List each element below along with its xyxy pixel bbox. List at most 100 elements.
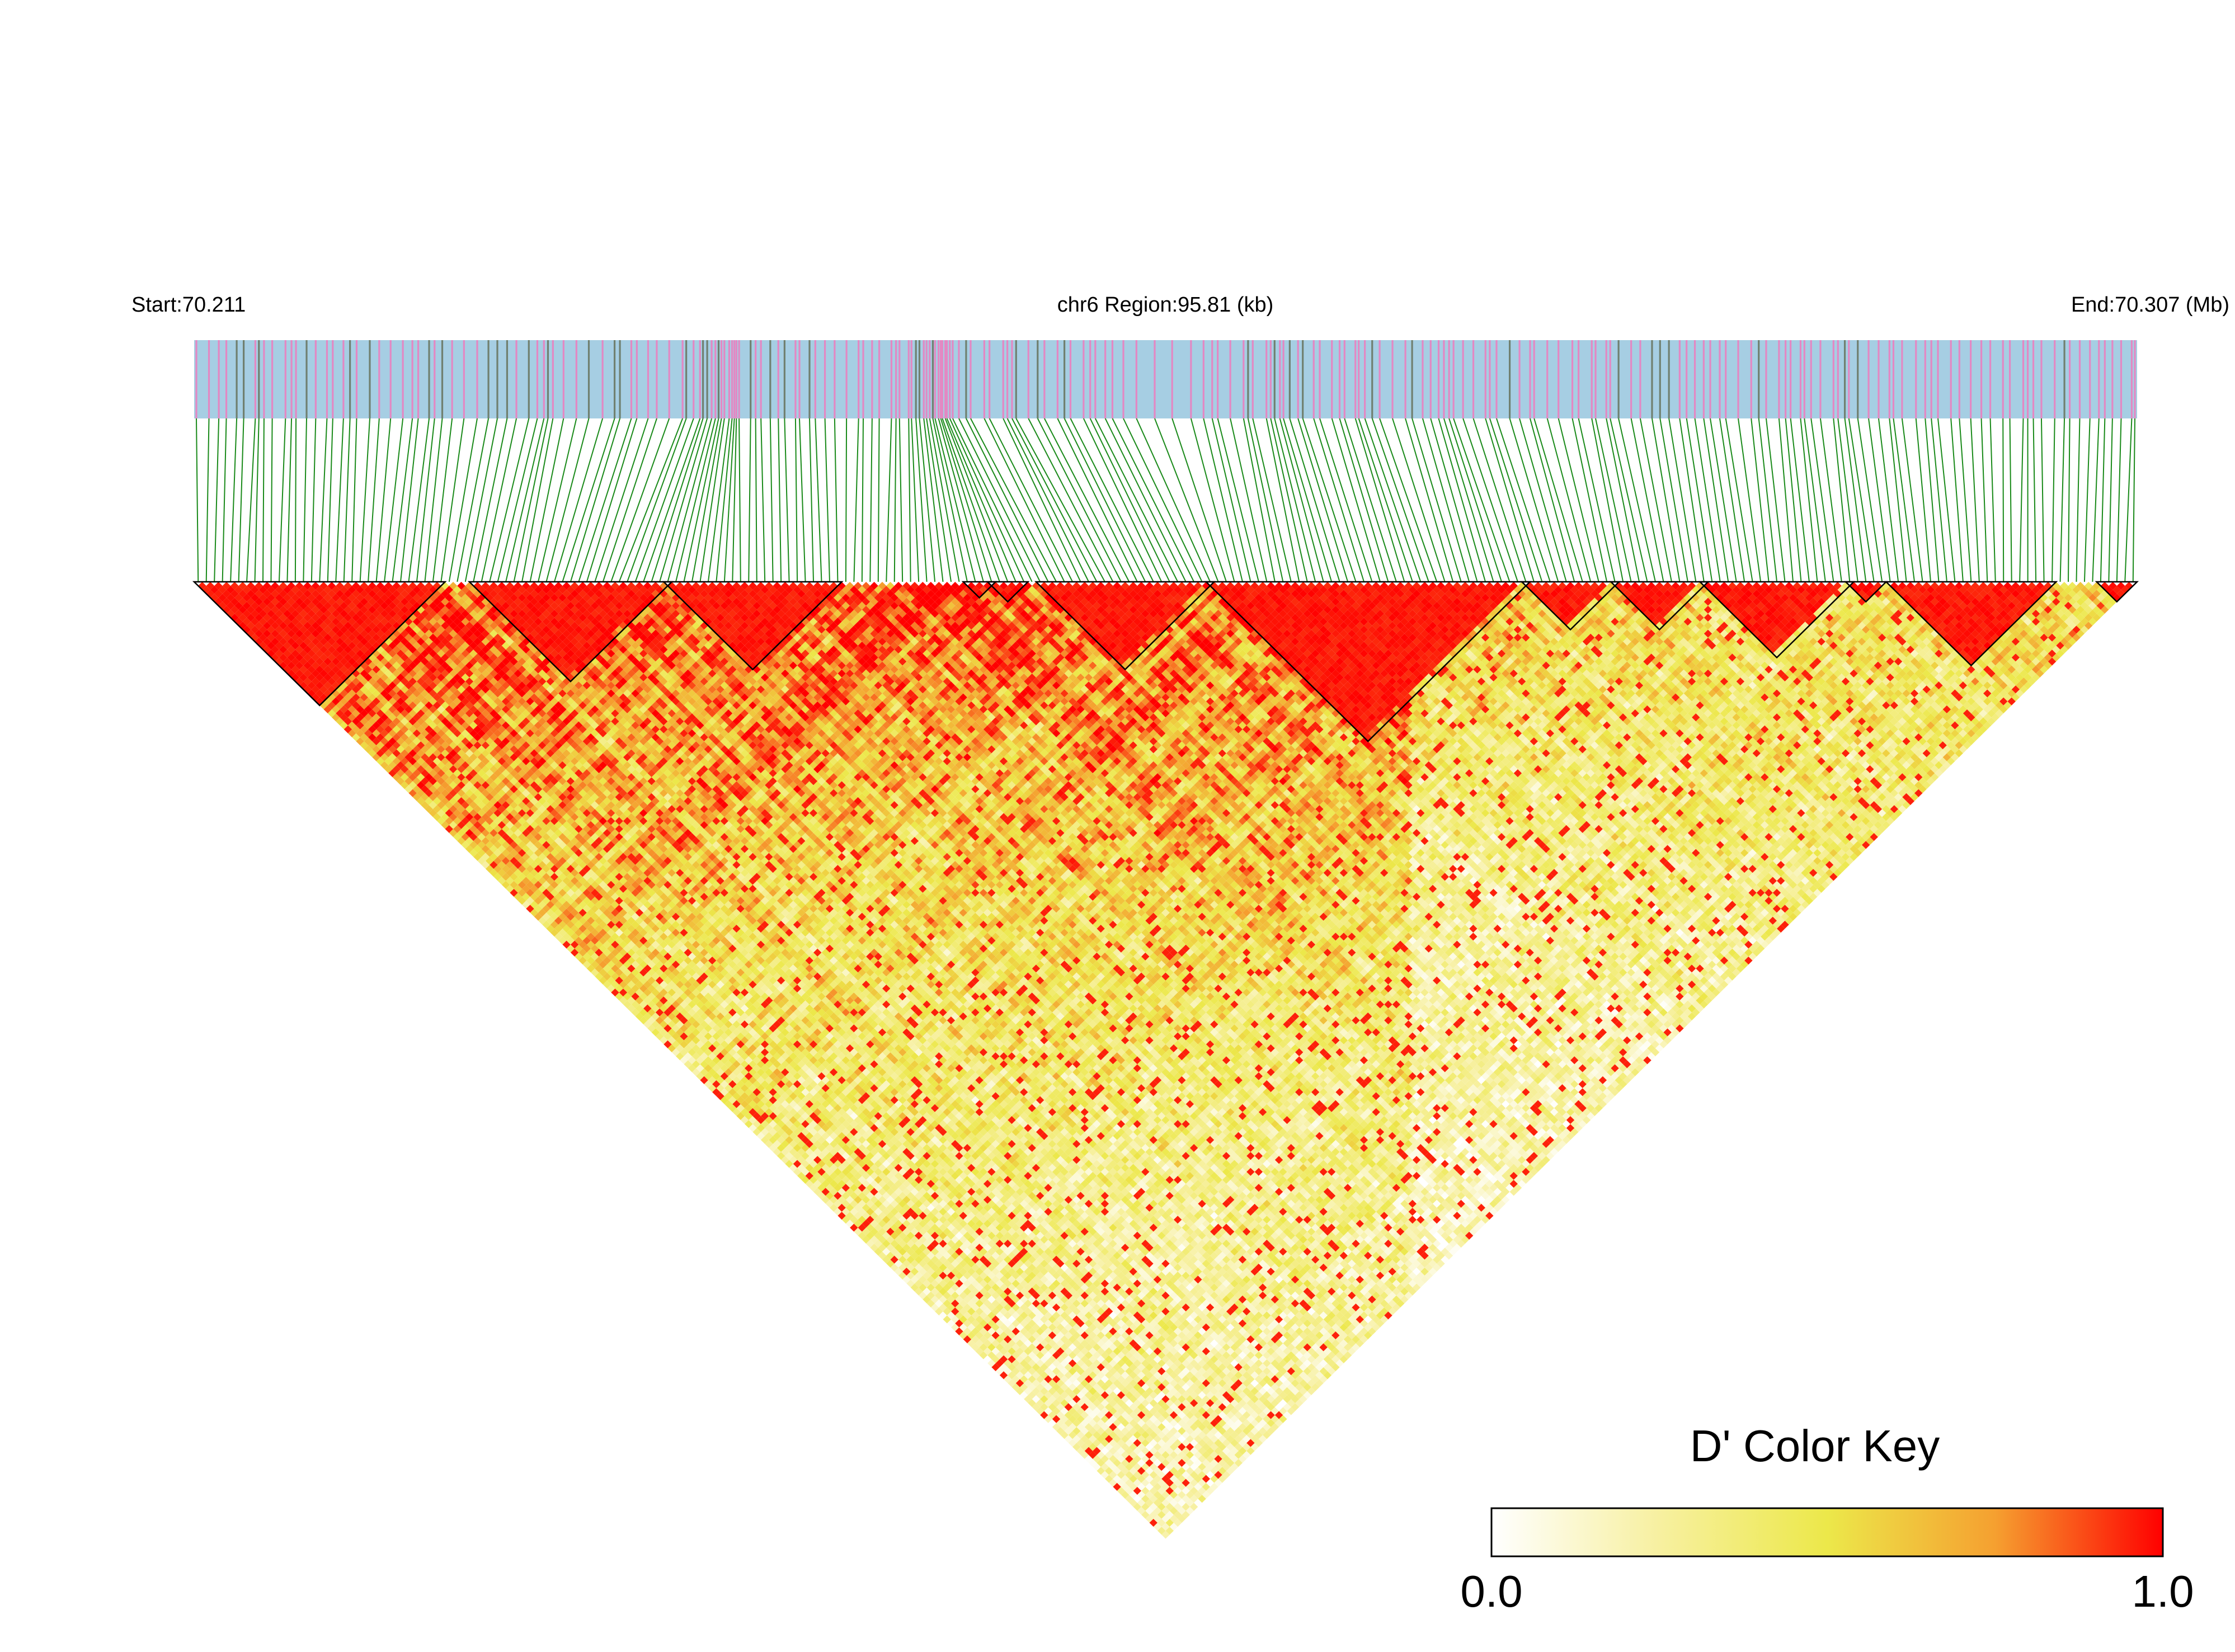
ld-cell [429,801,437,809]
snp-mark [2111,340,2114,418]
ld-cell [234,594,243,602]
snp-connector [1070,418,1154,582]
ld-cell [356,721,364,729]
snp-mark [402,340,404,418]
snp-connector [214,418,220,582]
snp-connector [1893,418,1916,582]
ld-cell [255,614,264,622]
snp-mark [630,340,633,418]
ld-cell [995,1351,1004,1359]
ld-cell [647,1000,656,1009]
snp-connector [497,418,538,582]
snp-mark [706,340,708,418]
ld-cell [538,909,547,917]
snp-connector [755,418,757,582]
ld-cell [854,1212,862,1220]
snp-connector [853,418,859,582]
ld-cell [1072,1443,1081,1451]
ld-cell [785,1160,793,1168]
ld-cell [344,725,352,733]
ld-cell [664,1032,672,1041]
ld-cell [530,909,539,917]
snp-mark [1930,340,1932,418]
ld-cell [517,873,526,881]
snp-connector [384,418,404,582]
snp-connector [343,418,351,582]
snp-connector [505,418,545,582]
ld-cell [1133,1495,1142,1503]
ld-cell [995,1359,1004,1367]
snp-connector [1243,418,1276,582]
ld-cell [655,1024,664,1033]
snp-mark [1364,340,1366,418]
ld-cell [906,1263,915,1272]
snp-mark [1251,340,1254,418]
ld-cell [352,733,360,742]
snp-connector [923,418,944,582]
ld-cell [562,916,571,925]
snp-connector [310,418,317,582]
snp-mark [528,340,530,418]
ld-cell [1028,1383,1036,1391]
ld-cell [319,685,328,694]
ld-cell [821,1196,830,1204]
snp-mark [2078,340,2081,418]
snp-mark [728,340,730,418]
ld-cell [449,805,458,813]
snp-connector [1405,418,1454,582]
snp-mark [923,340,925,418]
ld-cell [882,1248,891,1256]
snp-connector [1837,418,1858,582]
ld-cell [935,1283,943,1292]
snp-mark [989,340,991,418]
snp-mark [1558,340,1560,418]
ld-cell [995,1367,1004,1376]
ld-cell [578,948,587,957]
ld-cell [676,1036,684,1044]
snp-connector [869,418,873,582]
snp-connector [473,418,508,582]
snp-mark [1472,340,1475,418]
snp-connector [716,418,733,582]
ld-cell [432,789,441,797]
ld-cell [785,1136,793,1144]
ld-cell [1036,1407,1044,1415]
snp-connector [675,418,716,582]
ld-cell [1133,1486,1142,1495]
ld-cell [1125,1486,1133,1495]
ld-cell [546,909,554,917]
snp-mark [2089,340,2091,418]
ld-cell [943,1291,952,1300]
ld-cell [457,813,465,821]
ld-cell [575,944,583,953]
snp-connector [2124,418,2133,582]
snp-mark [717,340,720,418]
ld-cell [445,817,454,825]
ld-cell [647,1008,656,1016]
snp-mark [2130,340,2133,418]
snp-connector [416,418,435,582]
ld-cell [303,677,312,686]
snp-mark [1217,340,1219,418]
ld-cell [866,1239,874,1248]
snp-mark [1848,340,1850,418]
ld-cell [813,1164,822,1172]
snp-mark [918,340,921,418]
snp-mark [2026,340,2029,418]
ld-cell [684,1052,692,1061]
ld-cell [1004,1359,1012,1367]
snp-connector [1651,418,1681,582]
ld-cell [542,897,550,905]
ld-cell [429,809,437,817]
ld-cell [805,1164,814,1172]
snp-connector [1270,418,1308,582]
ld-cell [595,964,603,973]
ld-cell [550,905,559,913]
snp-mark [1980,340,1983,418]
ld-cell [760,1136,769,1144]
snp-mark [236,340,238,418]
ld-cell [323,705,332,714]
ld-cell [752,1104,761,1112]
snp-connector [1297,418,1349,582]
ld-cell [975,1347,984,1356]
